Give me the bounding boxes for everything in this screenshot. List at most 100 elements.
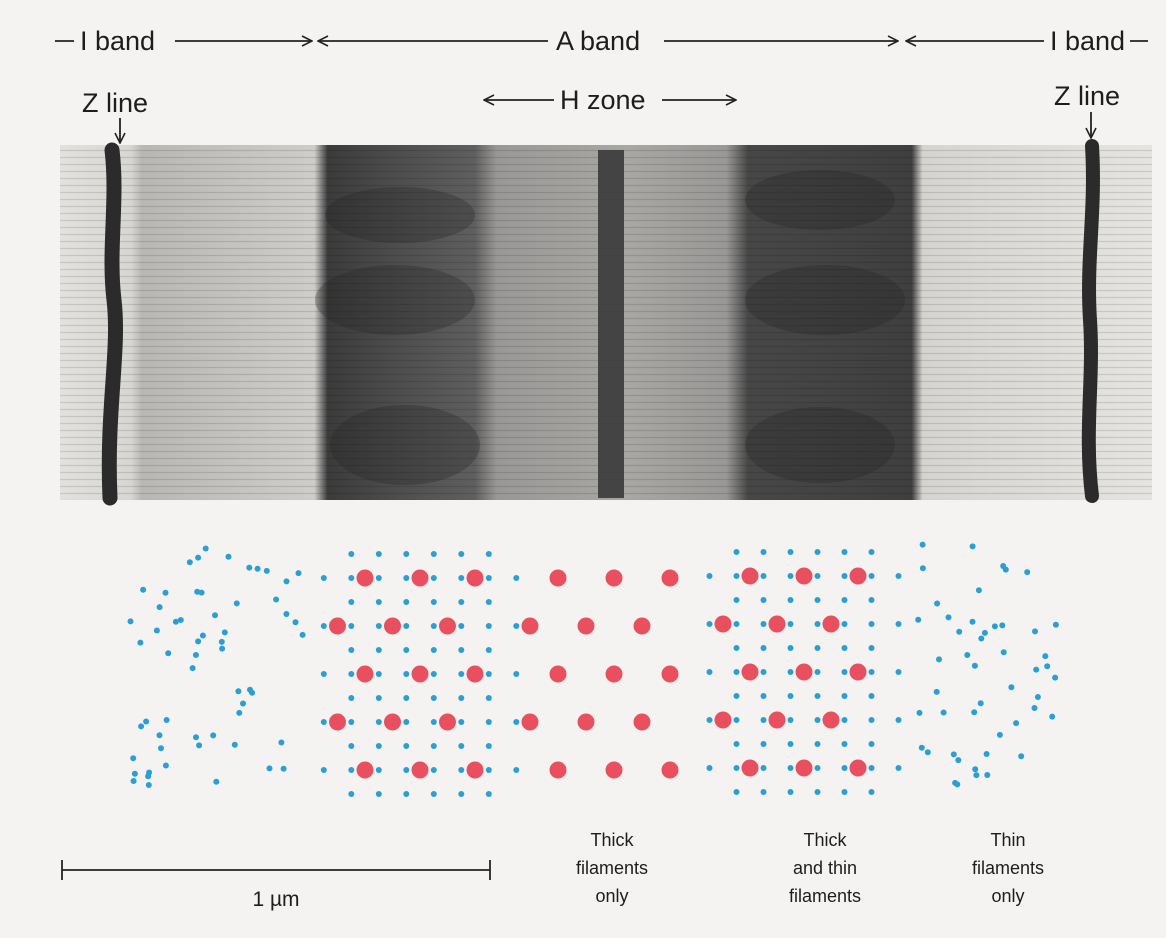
thin-filament-dot [933,688,940,695]
thin-filament-dot [1032,628,1038,635]
thick-filament-dot [768,615,786,633]
thin-filament-dot [733,621,740,627]
thick-filament-dot [795,567,813,585]
thin-filament-dot [984,772,991,778]
thick-filament-dot [661,665,679,683]
thin-filament-dot [403,599,410,605]
thin-filament-dot [1044,663,1051,670]
thin-filament-dot [458,599,465,605]
thin-filament-dot [210,732,217,739]
thin-filament-dot [760,693,767,699]
thin-filament-dot [733,693,740,699]
thin-filament-dot [706,765,713,771]
thin-filament-dot [458,719,465,725]
caption-thick-only-1: Thick [590,830,634,850]
thin-filament-dot [192,652,199,658]
thin-filament-dot [969,543,976,550]
thick-filament-dots [329,567,867,779]
thin-filament-dot [706,573,713,579]
thin-filament-dot [787,549,794,555]
thin-filament-dot [971,662,978,669]
thin-filament-dot [916,709,923,716]
thick-filament-dot [633,713,651,731]
thick-filament-dot [356,665,374,683]
thin-filament-dot [950,751,957,758]
thin-filament-dot [973,772,980,779]
thin-filament-dot [225,553,232,560]
thin-filament-dot [814,693,821,699]
thin-filament-dot [199,632,206,639]
thin-filament-dot [403,647,410,653]
thin-filament-dot [130,778,137,784]
thin-filament-dot [348,671,355,677]
thin-filament-dot [485,599,492,605]
a-band-mottling [315,170,905,485]
thin-filament-dot [348,647,355,653]
thick-filament-dot [714,711,732,729]
thin-filament-dot [918,744,925,751]
thin-filament-dot [868,693,875,699]
thin-filament-dot [760,741,767,747]
thick-filament-dot [795,663,813,681]
thin-filament-dot [978,635,985,642]
z-line-left-label: Z line [82,88,148,118]
thin-filament-dot [145,773,152,780]
thin-filament-dot [212,612,218,619]
thin-filament-dot [1052,621,1059,628]
thin-filament-dot [430,719,437,725]
thin-filament-dot [996,731,1003,738]
thin-filament-dot [403,743,410,749]
thin-filament-dot [137,639,144,646]
thin-filament-dot [706,621,713,627]
thick-filament-dot [795,759,813,777]
thin-filament-dot [513,767,520,773]
thin-filament-dot [430,767,437,773]
thin-filament-dot [138,723,145,730]
thin-filament-dot [868,597,875,603]
thin-filament-dot [868,669,875,675]
thick-filament-dot [741,567,759,585]
thin-filament-dot [458,671,465,677]
thin-filament-dot [348,719,355,725]
thin-filament-dot [513,719,520,725]
thin-filament-dot [156,732,163,739]
thin-filament-dot [760,621,767,627]
thin-filament-dot [283,578,290,585]
thin-filament-dot [198,589,205,596]
caption-thin-only-3: only [991,886,1024,906]
thin-filament-dot [733,645,740,651]
thin-filament-dot [458,551,465,557]
thin-filament-dot [981,629,988,636]
thin-filament-dot [936,656,942,663]
thin-filament-dot [283,611,290,617]
thin-filament-dot [458,767,465,773]
thin-filament-dot [868,741,875,747]
thin-filament-dot [273,596,280,603]
thin-filament-dot [403,623,410,629]
micrograph [60,139,1152,506]
thick-filament-dot [356,569,374,587]
thin-filament-dot [127,618,134,625]
thin-filament-dot [348,599,355,605]
thin-filament-dot [706,717,713,723]
thin-filament-dot [485,647,492,653]
thin-filament-dot [1033,666,1040,673]
thin-filament-dot [430,791,437,797]
z-line-right-band [1081,139,1100,503]
thin-filament-dot [760,717,767,723]
thin-filament-dot [348,695,355,701]
thin-filament-dot [485,575,492,581]
thin-filament-dot [485,671,492,677]
thick-filament-dot [439,713,456,731]
thin-filament-dot [158,745,164,752]
thin-filament-dot [841,693,848,699]
thin-filament-dot [430,671,437,677]
thin-filament-dot [969,618,976,625]
thin-filament-dot [375,647,382,653]
thin-filament-dot [430,599,437,605]
thin-filament-dot [814,621,821,627]
thin-filament-dot [278,739,285,746]
thin-filament-dot [162,762,169,769]
thin-filament-dot [485,719,492,725]
thick-filament-dot [521,713,539,731]
